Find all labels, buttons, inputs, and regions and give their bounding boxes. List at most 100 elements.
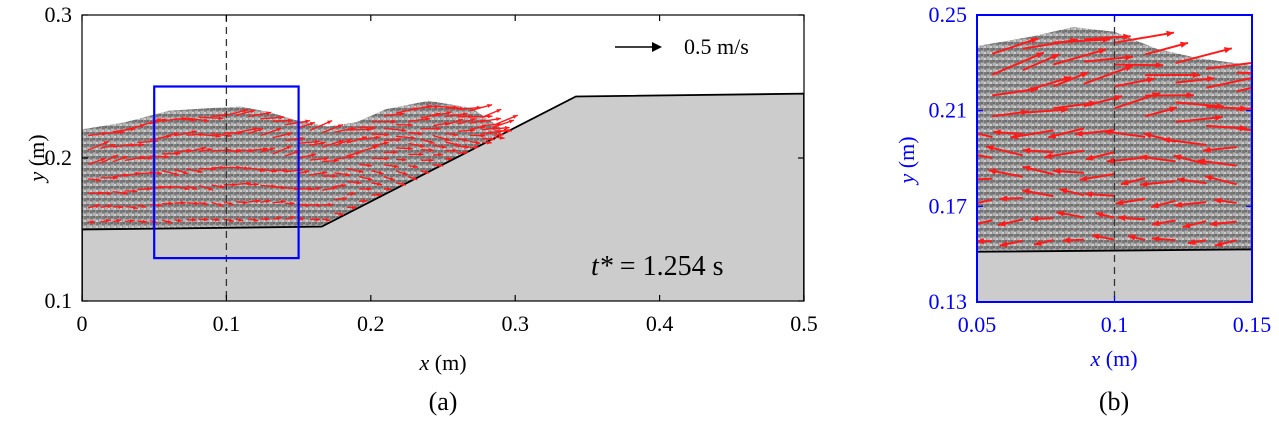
velocity-arrowhead <box>1186 92 1194 99</box>
velocity-arrowhead <box>1271 130 1279 136</box>
velocity-arrowhead <box>1053 168 1061 175</box>
x-tick-label: 0.4 <box>646 311 674 336</box>
velocity-arrowhead <box>1214 240 1223 247</box>
velocity-arrowhead <box>471 118 477 122</box>
velocity-vector <box>1206 61 1252 70</box>
velocity-arrowhead <box>384 132 390 137</box>
velocity-arrowhead <box>1022 188 1030 195</box>
velocity-arrowhead <box>345 172 351 177</box>
y-tick-label: 0.1 <box>45 288 73 313</box>
velocity-vector <box>1175 47 1233 64</box>
y-axis-label-b: y (m) <box>894 136 919 185</box>
velocity-arrowhead <box>1204 174 1213 182</box>
velocity-arrowhead <box>100 157 106 162</box>
velocity-arrowhead <box>1115 199 1124 206</box>
panel-a: 0 0.1 0.2 0.3 0.4 0.50.10.20.3 0.5 m/s t* = 1… <box>24 2 818 416</box>
velocity-arrowhead <box>146 186 152 191</box>
velocity-arrowhead <box>1223 47 1232 54</box>
velocity-arrowhead <box>486 140 492 145</box>
velocity-arrowhead <box>265 217 270 221</box>
velocity-arrowhead <box>452 148 458 153</box>
velocity-arrowhead <box>300 217 305 221</box>
velocity-arrowhead <box>464 144 470 149</box>
velocity-arrowhead <box>346 139 352 143</box>
velocity-arrowhead <box>169 185 175 190</box>
velocity-arrowhead <box>116 218 122 223</box>
velocity-arrowhead <box>337 124 343 129</box>
velocity-arrowhead <box>1203 146 1211 153</box>
velocity-arrowhead <box>139 142 145 147</box>
velocity-arrowhead <box>1123 33 1131 40</box>
velocity-arrowhead <box>132 189 138 194</box>
velocity-arrowhead <box>445 137 451 141</box>
velocity-arrowhead <box>1253 75 1261 81</box>
velocity-arrowhead <box>339 212 345 216</box>
velocity-arrowhead <box>208 186 214 191</box>
velocity-arrowhead <box>956 149 964 155</box>
velocity-arrowhead <box>129 219 135 223</box>
velocity-arrowhead <box>429 140 435 144</box>
velocity-arrowhead <box>191 130 197 135</box>
bed-profile-b <box>977 248 1252 302</box>
velocity-vector <box>1236 107 1252 111</box>
velocity-arrowhead <box>323 156 329 161</box>
velocity-arrowhead <box>401 128 407 133</box>
velocity-arrowhead <box>305 203 310 207</box>
velocity-arrowhead <box>164 154 170 159</box>
velocity-arrowhead <box>269 147 275 152</box>
velocity-arrowhead <box>436 126 441 131</box>
velocity-arrowhead <box>438 152 443 157</box>
velocity-arrowhead <box>454 142 460 147</box>
velocity-vector <box>1175 116 1223 124</box>
velocity-arrowhead <box>227 133 233 138</box>
velocity-arrowhead <box>103 141 109 145</box>
velocity-arrowhead <box>1095 211 1104 218</box>
velocity-arrowhead <box>375 135 381 140</box>
velocity-arrowhead <box>307 186 313 191</box>
velocity-arrowhead <box>378 170 384 175</box>
velocity-arrowhead <box>1139 180 1148 188</box>
y-tick-label: 0.25 <box>929 2 968 27</box>
scale-arrow <box>615 42 662 52</box>
velocity-arrowhead <box>265 199 271 204</box>
velocity-vector <box>1236 86 1252 93</box>
velocity-arrowhead <box>966 221 974 227</box>
velocity-arrowhead <box>316 186 322 191</box>
velocity-arrowhead <box>496 109 502 113</box>
velocity-arrowhead <box>487 114 493 119</box>
velocity-arrowhead <box>250 109 256 114</box>
velocity-arrowhead <box>463 137 469 142</box>
velocity-arrowhead <box>254 182 259 187</box>
velocity-arrowhead <box>1117 214 1126 222</box>
velocity-arrowhead <box>157 203 163 208</box>
velocity-arrowhead <box>167 219 173 224</box>
velocity-arrowhead <box>201 146 207 151</box>
velocity-arrowhead <box>1162 136 1171 144</box>
velocity-arrowhead <box>276 216 282 221</box>
velocity-arrowhead <box>393 164 399 169</box>
velocity-arrowhead <box>1035 52 1044 59</box>
velocity-arrowhead <box>384 156 390 161</box>
velocity-arrowhead <box>408 123 413 127</box>
velocity-arrowhead <box>287 118 293 123</box>
x-tick-label: 0.5 <box>790 311 818 336</box>
velocity-arrowhead <box>294 186 300 191</box>
velocity-arrowhead <box>474 145 479 150</box>
velocity-arrowhead <box>183 170 189 175</box>
velocity-arrowhead <box>1080 72 1089 78</box>
velocity-arrowhead <box>453 132 458 137</box>
velocity-arrowhead <box>399 112 405 117</box>
velocity-arrowhead <box>458 118 464 123</box>
velocity-arrowhead <box>110 143 116 148</box>
velocity-arrowhead <box>1056 210 1065 217</box>
velocity-arrowhead <box>203 201 208 206</box>
velocity-vectors-a <box>87 104 518 225</box>
y-tick-label: 0.21 <box>929 98 968 123</box>
x-axis-label-a: x (m) <box>418 350 466 375</box>
velocity-arrowhead <box>429 148 434 152</box>
velocity-arrowhead <box>1274 80 1279 86</box>
velocity-arrowhead <box>1187 238 1196 246</box>
velocity-arrowhead <box>266 111 272 116</box>
y-tick-label: 0.13 <box>929 289 968 314</box>
velocity-arrowhead <box>300 136 305 141</box>
